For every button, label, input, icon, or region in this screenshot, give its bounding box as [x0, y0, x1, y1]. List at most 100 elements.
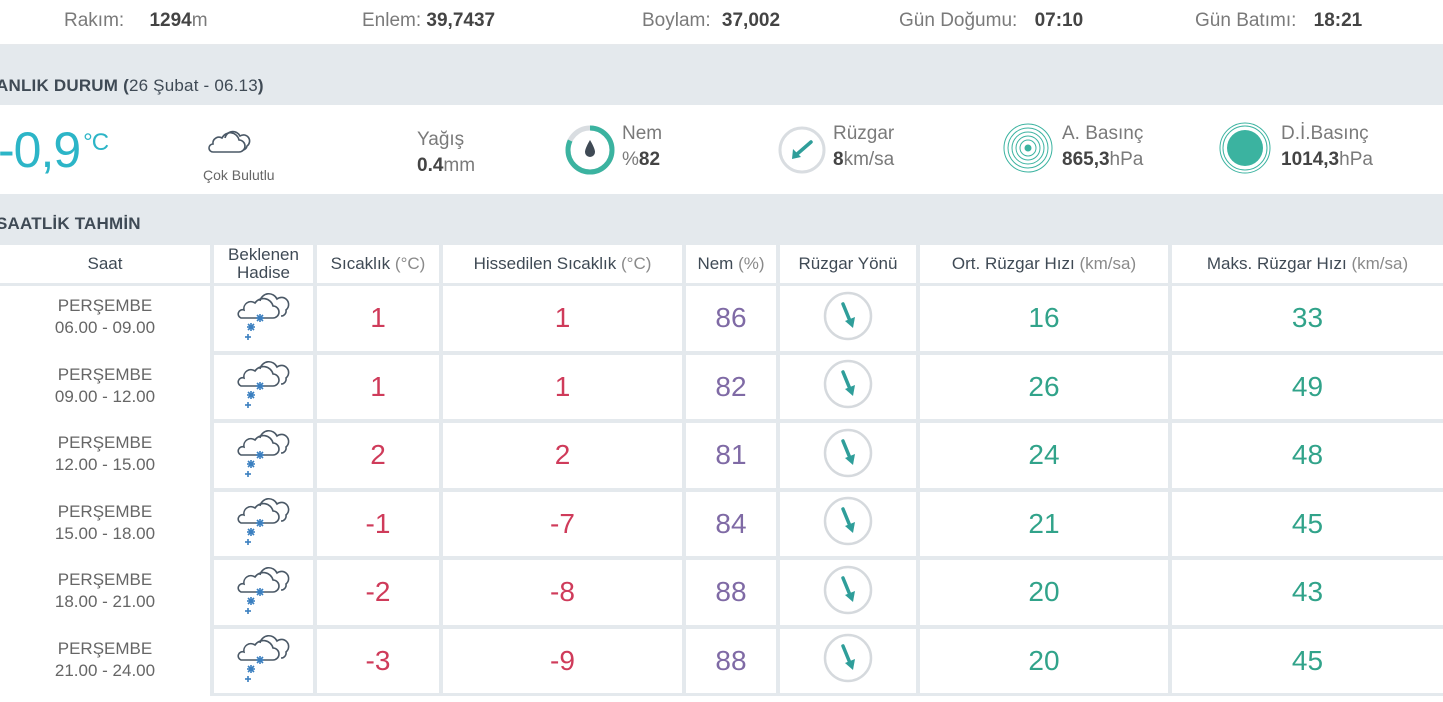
hourly-forecast-header: SAATLİK TAHMİN [0, 194, 1443, 244]
forecast-row-time: PERŞEMBE 06.00 - 09.00 [0, 286, 210, 360]
column-header-humidity: Nem (%) [686, 245, 776, 283]
latitude-info: Enlem: 39,7437 [362, 10, 495, 32]
wind-direction-icon [777, 125, 827, 175]
close-paren: ) [258, 76, 264, 95]
max-wind-value: 48 [1292, 439, 1323, 471]
wind-direction-arrow-icon [823, 633, 873, 688]
latitude-label: Enlem: [362, 10, 421, 31]
temperature-value: 2 [370, 439, 386, 471]
avg-wind-value: 16 [1028, 302, 1059, 334]
cloud-snow-icon [235, 566, 293, 619]
sunrise-info: Gün Doğumu: 07:10 [899, 10, 1083, 32]
hourly-forecast-title: SAATLİK TAHMİN [0, 214, 141, 234]
wind-direction-arrow-icon [823, 565, 873, 620]
longitude-info: Boylam: 37,002 [642, 10, 780, 32]
column-header-temperature-label: Sıcaklık [331, 255, 391, 273]
column-header-max-wind-label: Maks. Rüzgar Hızı [1207, 255, 1347, 273]
forecast-row-temperature: -3 [317, 629, 439, 694]
forecast-row-max-wind: 48 [1172, 423, 1443, 488]
column-header-time: Saat [0, 245, 210, 283]
wind-label: Rüzgar [833, 123, 894, 145]
forecast-time-range: 15.00 - 18.00 [55, 524, 155, 543]
forecast-time-range: 06.00 - 09.00 [55, 318, 155, 337]
forecast-row-feels-like: 1 [443, 286, 682, 351]
forecast-row-wind-direction [780, 423, 916, 488]
max-wind-value: 49 [1292, 371, 1323, 403]
sea-pressure-unit: hPa [1339, 149, 1373, 170]
observation-date: 26 Şubat - 06.13 [129, 76, 258, 95]
forecast-row-wind-direction [780, 629, 916, 694]
column-header-feels-like-unit: (°C) [621, 255, 651, 273]
forecast-row-humidity: 81 [686, 423, 776, 488]
feels-like-value: 1 [555, 371, 571, 403]
forecast-row-feels-like: -9 [443, 629, 682, 694]
forecast-row-avg-wind: 20 [920, 560, 1168, 625]
rain-reading: 0.4mm [417, 155, 475, 177]
temperature-value: -1 [366, 508, 391, 540]
humidity-prefix: % [622, 149, 639, 170]
forecast-row-wind-direction [780, 560, 916, 625]
max-wind-value: 33 [1292, 302, 1323, 334]
cloud-snow-icon [235, 292, 293, 345]
wind-direction-arrow-icon [823, 428, 873, 483]
current-temperature: -0,9°C [0, 121, 108, 179]
forecast-row-avg-wind: 21 [920, 492, 1168, 557]
feels-like-value: -8 [550, 576, 575, 608]
column-header-humidity-unit: (%) [738, 255, 764, 273]
sunset-value: 18:21 [1314, 10, 1363, 31]
forecast-day-name: PERŞEMBE [58, 570, 152, 589]
humidity-reading: %82 [622, 149, 660, 171]
forecast-row-wind-direction [780, 492, 916, 557]
avg-wind-value: 26 [1028, 371, 1059, 403]
altitude-info: Rakım: 1294m [64, 10, 208, 32]
max-wind-value: 45 [1292, 508, 1323, 540]
cloudy-icon [203, 128, 253, 158]
cloud-snow-icon [235, 497, 293, 550]
forecast-row-temperature: -1 [317, 492, 439, 557]
forecast-row-humidity: 84 [686, 492, 776, 557]
forecast-day-name: PERŞEMBE [58, 433, 152, 452]
humidity-value: 88 [715, 645, 746, 677]
wind-direction-arrow-icon [823, 291, 873, 346]
humidity-value: 82 [639, 149, 660, 170]
sunset-label: Gün Batımı: [1195, 10, 1296, 31]
avg-wind-value: 24 [1028, 439, 1059, 471]
cloud-snow-icon [235, 429, 293, 482]
temperature-value: 1 [370, 371, 386, 403]
forecast-row-max-wind: 45 [1172, 629, 1443, 694]
location-info-bar: Rakım: 1294m Enlem: 39,7437 Boylam: 37,0… [0, 0, 1443, 45]
temperature-value: 1 [370, 302, 386, 334]
sunrise-label: Gün Doğumu: [899, 10, 1017, 31]
sunrise-value: 07:10 [1035, 10, 1084, 31]
pressure-unit: hPa [1110, 149, 1144, 170]
forecast-row-avg-wind: 26 [920, 355, 1168, 420]
feels-like-value: 2 [555, 439, 571, 471]
forecast-row-event [214, 286, 313, 351]
forecast-row-event [214, 492, 313, 557]
current-temperature-unit: °C [83, 129, 108, 156]
forecast-row-event [214, 355, 313, 420]
forecast-row-feels-like: -8 [443, 560, 682, 625]
forecast-row-temperature: 1 [317, 355, 439, 420]
column-header-max-wind-unit: (km/sa) [1351, 255, 1408, 273]
wind-value: 8 [833, 149, 844, 170]
forecast-row-max-wind: 49 [1172, 355, 1443, 420]
cloud-snow-icon [235, 360, 293, 413]
humidity-value: 82 [715, 371, 746, 403]
sunset-info: Gün Batımı: 18:21 [1195, 10, 1362, 32]
sea-pressure-label: D.İ.Basınç [1281, 123, 1369, 145]
column-header-temperature: Sıcaklık (°C) [317, 245, 439, 283]
forecast-row-event [214, 629, 313, 694]
pressure-icon [1002, 122, 1054, 174]
forecast-day-name: PERŞEMBE [58, 296, 152, 315]
altitude-value: 1294 [149, 10, 191, 31]
rain-label: Yağış [417, 129, 464, 151]
current-conditions-header: ANLIK DURUM (26 Şubat - 06.13) [0, 45, 1443, 105]
forecast-row-max-wind: 45 [1172, 492, 1443, 557]
forecast-day-name: PERŞEMBE [58, 365, 152, 384]
